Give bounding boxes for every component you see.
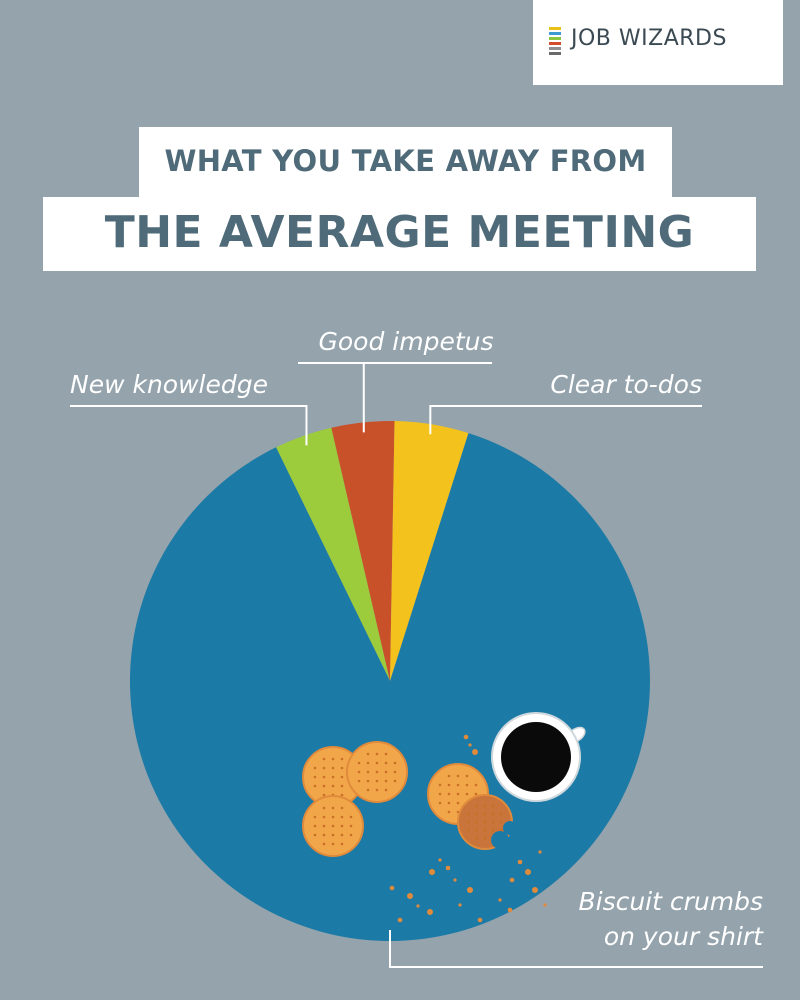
crumb-icon [532,887,538,893]
crumb-icon [427,909,433,915]
leader-line-clear-to-dos [429,405,702,435]
leader-line-biscuit-crumbs [389,930,763,968]
crumb-icon [458,903,462,907]
crumb-icon [438,858,442,862]
crumb-icon [416,904,420,908]
crumb-icon [429,869,435,875]
crumb-icon [509,877,515,883]
label-biscuit-crumbs: Biscuit crumbs on your shirt [578,887,764,951]
title-line1-box: WHAT YOU TAKE AWAY FROM [139,127,672,199]
logo-bar [549,37,561,40]
logo-bar [549,52,561,55]
leader-line-new-knowledge [70,405,308,446]
logo-bar [549,32,561,35]
crumb-icon [389,885,395,891]
pie-slice-clear-to-dos [390,421,469,681]
pie-slice-biscuit-crumbs-on-your-shirt [129,433,650,942]
label-good-impetus: Good impetus [319,327,494,356]
brand-name: JOB WIZARDS [571,26,727,51]
logo-bars-icon [549,27,561,59]
pie-slices [129,421,650,942]
crumb-icon [517,859,523,865]
brand-logo: JOB WIZARDS [533,0,783,85]
crumb-icon [467,887,473,893]
logo-bar [549,47,561,50]
crumb-icon [525,869,531,875]
crumb-icon [468,743,472,747]
crumb-icon [507,907,513,913]
pie-slice-good-impetus [331,421,395,681]
label-clear-to-dos: Clear to-dos [550,370,702,399]
crumb-icon [463,734,469,740]
crumb-icon [543,903,547,907]
title-line2-box: THE AVERAGE MEETING [43,197,756,271]
label-new-knowledge: New knowledge [70,370,268,399]
pie-labels: New knowledge Good impetus Clear to-dos Bis… [70,327,764,968]
table-items [302,712,586,923]
coffee-icon [501,722,571,792]
crumb-icon [498,898,502,902]
title-line2: THE AVERAGE MEETING [104,207,695,258]
crumb-icon [538,850,542,854]
crumb-icon [397,917,403,923]
crumb-icon [453,878,457,882]
crumb-icon [472,749,478,755]
title-line1: WHAT YOU TAKE AWAY FROM [164,144,647,178]
logo-bar [549,42,561,45]
crumb-icon [477,917,483,923]
crumb-icon [407,893,413,899]
leader-line-good-impetus [298,362,492,433]
pie-slice-new-knowledge [276,427,390,681]
logo-bar [549,27,561,30]
crumb-icon [445,865,451,871]
